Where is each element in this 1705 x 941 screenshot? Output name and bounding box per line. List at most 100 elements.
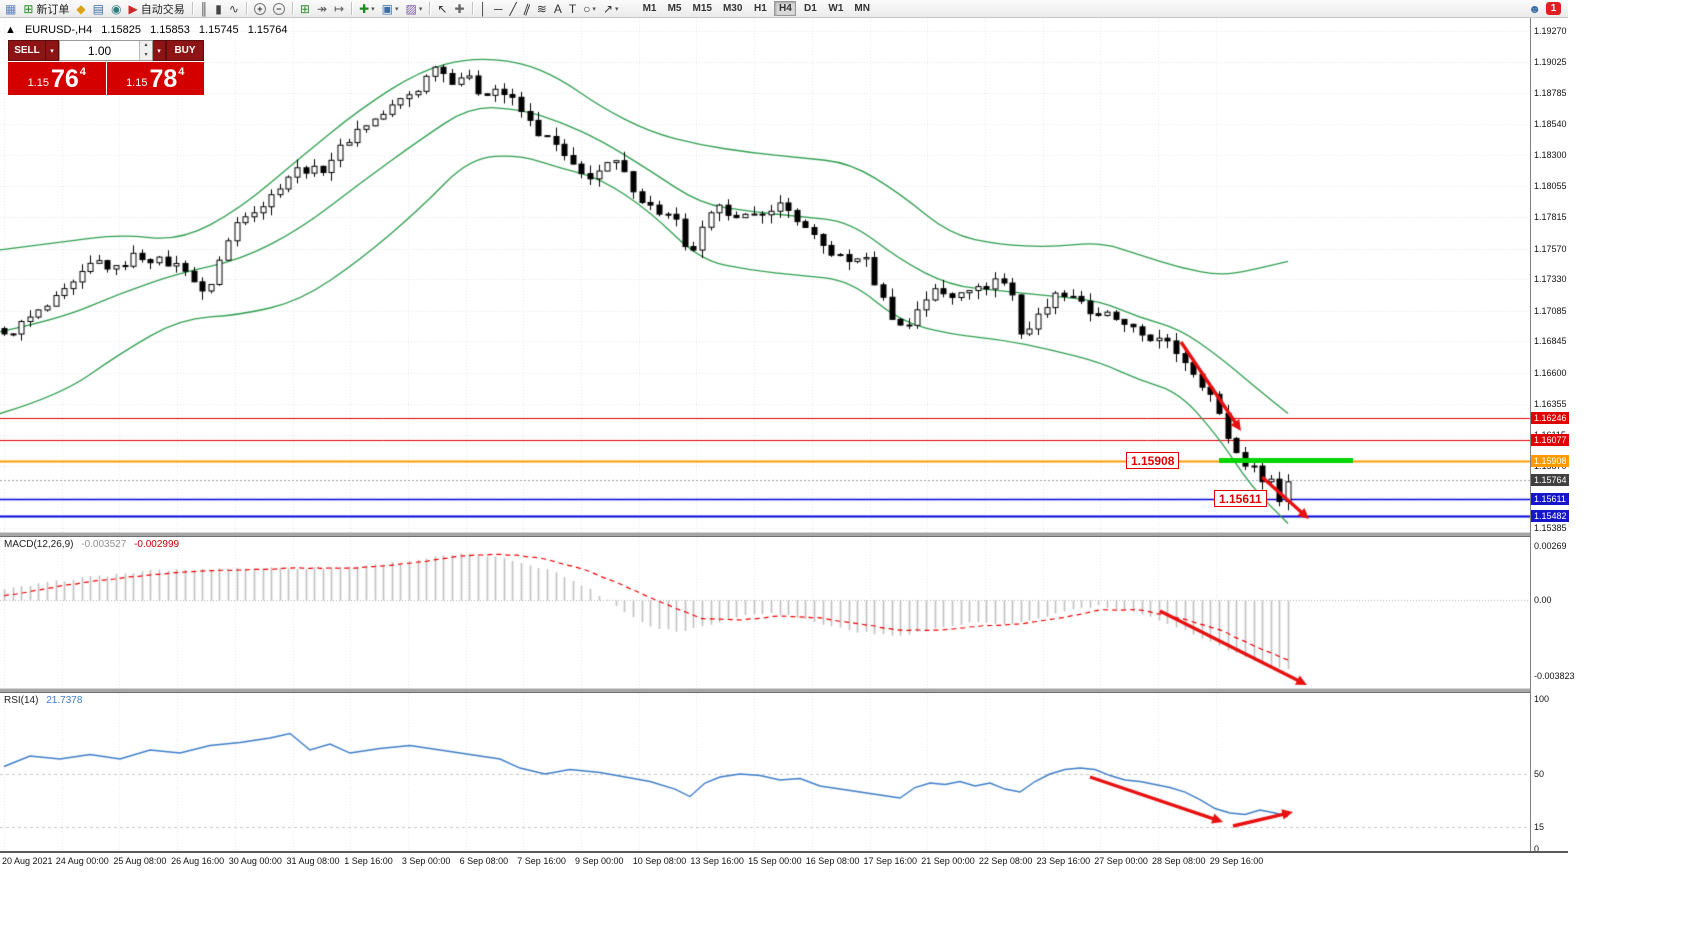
chart-shift-icon[interactable]: ↦ <box>331 1 347 17</box>
macd-header: MACD(12,26,9) -0.003527 -0.002999 <box>4 539 184 550</box>
symbol-marker-icon: ▲ <box>5 24 16 36</box>
shapes-caret-icon[interactable]: ▾ <box>592 5 596 13</box>
indicators-icon: ✚ <box>359 1 370 16</box>
panel-splitter[interactable] <box>0 532 1568 537</box>
macd-canvas[interactable] <box>0 537 1530 688</box>
autotrading-button[interactable]: ▶ 自动交易 <box>125 1 187 17</box>
periods-icon[interactable]: ▣ ▾ <box>379 1 402 17</box>
macd-axis-label: 0.00269 <box>1534 541 1567 552</box>
crosshair-icon[interactable]: ✚ <box>451 1 467 17</box>
rsi-panel[interactable]: RSI(14) 21.7378 <box>0 693 1530 851</box>
trendline-icon: ╱ <box>509 1 517 16</box>
time-axis-label: 22 Sep 08:00 <box>978 856 1033 866</box>
price-axis-label: 1.16355 <box>1534 398 1567 409</box>
buy-options-caret-icon[interactable]: ▾ <box>153 40 166 61</box>
tile-windows-icon[interactable]: ⊞ <box>297 1 313 17</box>
label-icon[interactable]: T <box>566 1 579 17</box>
rsi-value: 21.7378 <box>46 695 83 706</box>
price-axis-label: 1.17815 <box>1534 212 1567 223</box>
volume-down-button[interactable]: ▾ <box>140 50 152 60</box>
vertical-line-icon[interactable]: │ <box>477 1 491 17</box>
price-callout-label[interactable]: 1.15611 <box>1214 490 1267 508</box>
volume-input[interactable] <box>60 41 139 60</box>
arrows-icon[interactable]: ↗ ▾ <box>600 1 622 17</box>
timeframe-m1[interactable]: M1 <box>642 3 657 14</box>
new-order-icon: ⊞ <box>23 1 34 16</box>
sell-options-caret-icon[interactable]: ▾ <box>46 40 59 61</box>
buy-price-button[interactable]: 1.15 78 4 <box>106 62 204 95</box>
indicators-icon[interactable]: ✚ ▾ <box>356 1 378 17</box>
rsi-canvas[interactable] <box>0 693 1530 851</box>
candlestick-chart-icon[interactable]: ▮ <box>212 1 225 17</box>
time-axis-label: 7 Sep 16:00 <box>517 856 566 866</box>
trendline-icon[interactable]: ╱ <box>507 1 520 17</box>
new-order-button[interactable]: ⊞ 新订单 <box>20 1 72 17</box>
timeframe-m15[interactable]: M15 <box>692 3 712 14</box>
volume-input-wrap: ▴ ▾ <box>59 40 153 61</box>
line-chart-icon[interactable]: ∿ <box>226 1 242 17</box>
horizontal-line-icon[interactable]: ─ <box>491 1 506 17</box>
timeframe-d1[interactable]: D1 <box>804 3 817 14</box>
timeframe-mn[interactable]: MN <box>854 3 870 14</box>
sell-button[interactable]: SELL <box>8 40 46 61</box>
volume-stepper: ▴ ▾ <box>139 41 152 60</box>
channel-icon[interactable]: ∥ <box>521 1 533 17</box>
cursor-icon[interactable]: ↖ <box>434 1 450 17</box>
price-chart-canvas[interactable] <box>0 18 1530 532</box>
toolbar-separator <box>471 2 473 15</box>
sell-price-big: 76 <box>50 65 79 93</box>
time-axis-label: 17 Sep 16:00 <box>863 856 918 866</box>
timeframe-h4[interactable]: H4 <box>774 1 797 16</box>
volume-up-button[interactable]: ▴ <box>140 41 152 51</box>
timeframe-m5[interactable]: M5 <box>667 3 682 14</box>
toolbar-separator <box>291 2 293 15</box>
ohlc-low: 1.15745 <box>198 24 239 36</box>
time-axis-label: 31 Aug 08:00 <box>286 856 340 866</box>
market-watch-icon[interactable]: ◆ <box>73 1 88 17</box>
price-axis-label: 1.16845 <box>1534 336 1567 347</box>
one-click-trading-panel: SELL ▾ ▴ ▾ ▾ BUY 1.15 76 <box>8 40 204 95</box>
price-axis-label: 1.19025 <box>1534 57 1567 68</box>
templates-icon[interactable]: ▨ ▾ <box>403 1 426 17</box>
price-callout-label[interactable]: 1.15908 <box>1126 452 1180 470</box>
templates-caret-icon[interactable]: ▾ <box>418 5 423 13</box>
panel-splitter[interactable] <box>0 688 1568 693</box>
rsi-axis-label: 0 <box>1534 844 1540 855</box>
fibonacci-icon[interactable]: ≋ <box>534 1 550 17</box>
chart-window-icon[interactable]: ▦ <box>2 1 19 17</box>
time-axis-label: 3 Sep 00:00 <box>401 856 451 866</box>
time-axis[interactable]: 20 Aug 2021 24 Aug 00:00 25 Aug 08:00 26 Au… <box>0 851 1568 868</box>
price-axis[interactable]: 1.19270 1.19025 1.18785 1.18540 1.18300 1.180… <box>1530 18 1575 868</box>
timeframe-w1[interactable]: W1 <box>828 3 844 14</box>
time-axis-label: 1 Sep 16:00 <box>344 856 393 866</box>
timeframe-m30[interactable]: M30 <box>722 3 743 14</box>
time-axis-label: 6 Sep 08:00 <box>459 856 509 866</box>
shapes-icon[interactable]: ○ ▾ <box>580 1 599 17</box>
label-icon: T <box>568 1 577 16</box>
time-axis-label: 20 Aug 2021 <box>2 856 53 866</box>
autotrading-icon: ▶ <box>128 1 138 16</box>
indicators-caret-icon[interactable]: ▾ <box>371 5 375 13</box>
vertical-line-icon: │ <box>479 1 488 16</box>
community-icon[interactable]: ☻ <box>1528 1 1541 16</box>
periods-caret-icon[interactable]: ▾ <box>395 5 399 13</box>
main-toolbar: ▦ ⊞ 新订单 ◆ ▤ ◉ ▶ 自动交易 ║ ▮ ∿ + − ⊞ ↠ ↦ ✚ ▾ ▣ ▾ ▨ ▾ ↖ ✚ │ ─ ╱ ∥ ≋ A T ○ ▾ ↗ ▾… <box>0 0 1568 18</box>
price-line-badge: 1.16246 <box>1531 411 1569 424</box>
zoom-in-icon[interactable]: + <box>251 1 269 17</box>
time-axis-label: 27 Sep 00:00 <box>1094 856 1148 866</box>
arrows-caret-icon[interactable]: ▾ <box>615 5 619 13</box>
notification-badge[interactable]: 1 <box>1546 2 1561 15</box>
bar-chart-icon[interactable]: ║ <box>197 1 212 17</box>
timeframe-h1[interactable]: H1 <box>754 3 767 14</box>
buy-button[interactable]: BUY <box>166 40 204 61</box>
macd-panel[interactable]: MACD(12,26,9) -0.003527 -0.002999 <box>0 537 1530 688</box>
data-window-icon[interactable]: ▤ <box>90 1 107 17</box>
terminal-icon[interactable]: ◉ <box>108 1 124 17</box>
time-axis-label: 16 Sep 08:00 <box>805 856 860 866</box>
auto-scroll-icon[interactable]: ↠ <box>314 1 330 17</box>
sell-price-button[interactable]: 1.15 76 4 <box>8 62 106 95</box>
text-icon[interactable]: A <box>551 1 565 17</box>
zoom-out-icon[interactable]: − <box>270 1 288 17</box>
price-chart-panel[interactable]: ▲ EURUSD-,H4 1.15825 1.15853 1.15745 1.1… <box>0 18 1530 532</box>
price-axis-label: 1.17570 <box>1534 243 1567 254</box>
